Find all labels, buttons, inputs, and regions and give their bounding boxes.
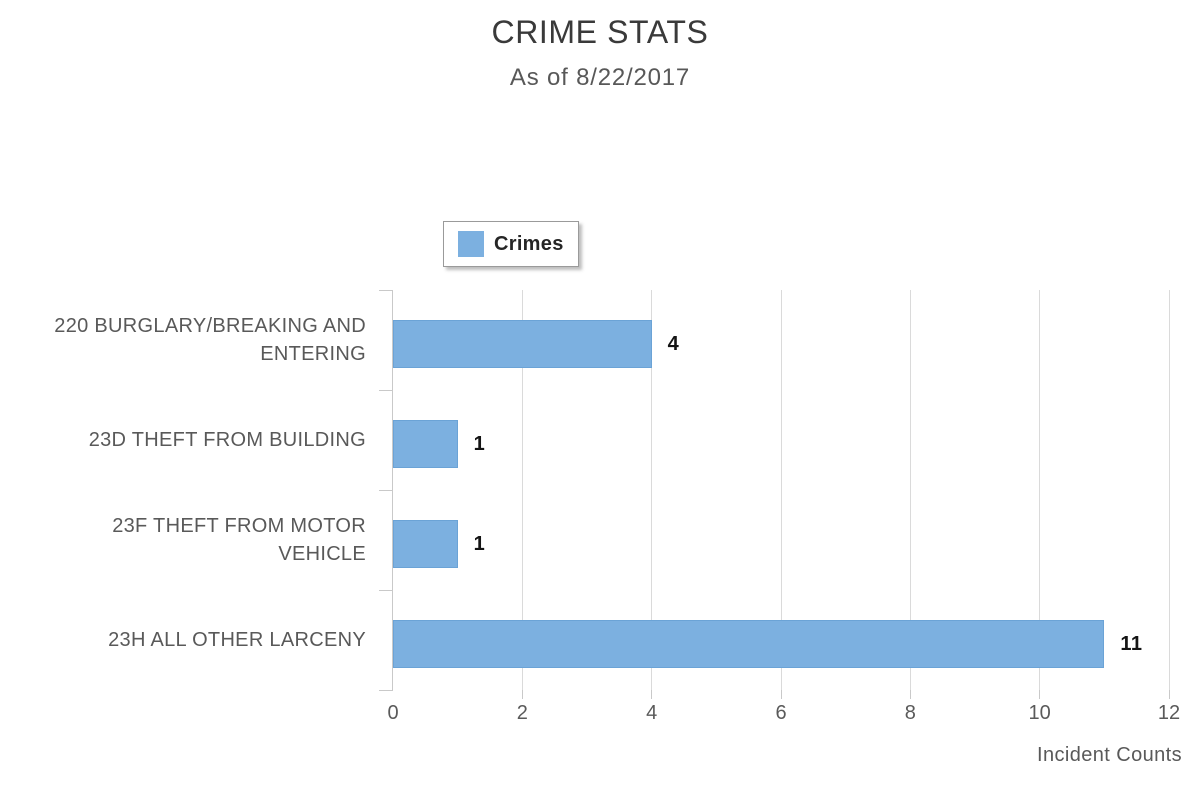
x-axis-tick [1168, 690, 1170, 699]
category-label: 220 BURGLARY/BREAKING AND ENTERING [54, 315, 366, 365]
y-axis-tick [379, 290, 393, 291]
gridline [651, 290, 653, 690]
bar-4[interactable] [393, 620, 1105, 668]
bar-2[interactable] [393, 420, 458, 468]
x-tick-label: 0 [387, 702, 399, 724]
gridline [521, 290, 523, 690]
legend[interactable]: Crimes [443, 221, 579, 267]
x-axis-tick [521, 690, 523, 699]
legend-swatch-icon [458, 231, 484, 257]
chart-subtitle: As of 8/22/2017 [509, 64, 691, 91]
x-axis-tick [1039, 690, 1041, 699]
x-axis-tick [909, 690, 911, 699]
x-tick-label: 8 [904, 702, 916, 724]
x-tick-label: 2 [516, 702, 528, 724]
y-axis-tick [379, 590, 393, 591]
x-tick-label: 10 [1028, 702, 1051, 724]
bar-1[interactable] [393, 320, 652, 368]
y-axis-tick [379, 490, 393, 491]
gridline [909, 290, 911, 690]
value-label: 4 [667, 333, 680, 355]
x-axis-tick [780, 690, 782, 699]
gridline [1168, 290, 1170, 690]
x-tick-label: 12 [1157, 702, 1181, 724]
x-axis-tick [651, 690, 653, 699]
value-label: 1 [473, 533, 486, 555]
bar-3[interactable] [393, 520, 458, 568]
legend-label: Crimes [494, 232, 564, 255]
value-label: 1 [473, 433, 486, 455]
value-label: 11 [1120, 633, 1143, 655]
x-tick-label: 4 [646, 702, 658, 724]
category-label: 23H ALL OTHER LARCENY [108, 629, 366, 651]
chart-title: CRIME STATS [491, 14, 709, 50]
gridline [780, 290, 782, 690]
category-label: 23D THEFT FROM BUILDING [88, 429, 366, 451]
x-axis-title: Incident Counts [1037, 744, 1182, 766]
plot-area: 0 2 4 6 8 10 12 220 BURGLARY/BREAKING AND ENTER… [54, 290, 1180, 724]
x-tick-label: 6 [775, 702, 787, 724]
y-axis-tick [379, 690, 393, 691]
y-axis-tick [379, 390, 393, 391]
category-label: 23F THEFT FROM MOTOR VEHICLE [112, 515, 366, 565]
gridline [1039, 290, 1041, 690]
